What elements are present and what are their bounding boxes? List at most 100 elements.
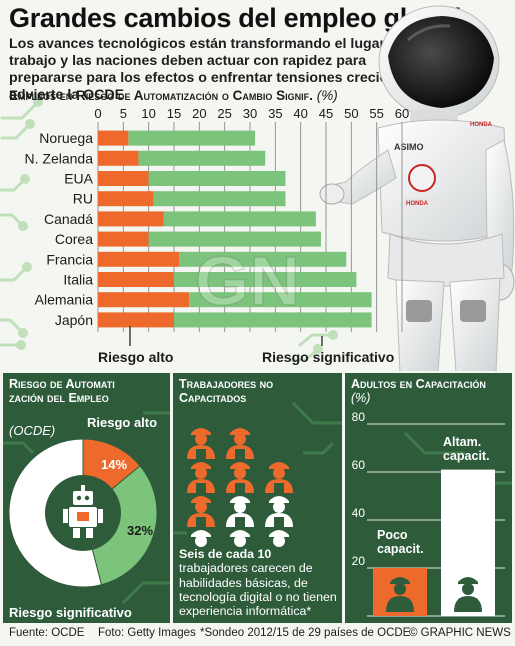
workers-note-text: trabajadores carecen de habilidades bási…	[179, 561, 337, 619]
worker-icon	[265, 496, 293, 527]
x-tick-label: 5	[120, 106, 127, 121]
worker-icon	[269, 530, 289, 547]
robot-chest-label: ASIMO	[394, 142, 424, 152]
worker-icon	[226, 496, 254, 527]
bar-significant-risk	[138, 150, 266, 166]
bar-significant-risk	[148, 231, 321, 247]
robot-brand-shoulder: HONDA	[470, 122, 493, 128]
worker-icon-unskilled	[265, 462, 293, 493]
page-title: Grandes cambios del empleo global	[9, 3, 462, 33]
worker-icon	[230, 530, 250, 547]
chart-heading: Empleos en Riesgo de Automatización o Ca…	[9, 88, 338, 103]
workers-note-bold: Seis de cada 10	[179, 547, 272, 561]
category-label: N. Zelanda	[25, 150, 94, 166]
bar-high-risk	[98, 130, 129, 146]
chart-heading-text: Empleos en Riesgo de Automatización o Ca…	[9, 88, 313, 103]
worker-icon-unskilled	[187, 462, 215, 493]
main-bar-chart: 0 5 10 15 20 25 30 35 40 45 50 55 60 Noruega N. Zelan…	[25, 106, 410, 365]
category-label: EUA	[64, 171, 93, 187]
unskilled-workers-panel: Trabajadores no Capacitados Seis de cada…	[173, 373, 342, 623]
y-tick-label: 80	[352, 410, 366, 424]
y-tick-label: 60	[352, 458, 366, 472]
bar-label-low-2: capacit.	[377, 542, 424, 556]
donut-slice-significant	[82, 465, 158, 586]
bar-high-risk	[98, 211, 164, 227]
x-tick-label: 10	[141, 106, 155, 121]
x-tick-label: 35	[268, 106, 282, 121]
footer-photo: Foto: Getty Images	[98, 627, 196, 639]
adults-title-text: Adultos en Capacitación	[351, 377, 486, 391]
bar-high-risk	[98, 191, 154, 207]
bar-significant-risk	[189, 292, 372, 308]
bar-significant-risk	[153, 191, 286, 207]
circuit-bg-2	[173, 401, 342, 535]
category-label: Japón	[55, 312, 93, 328]
bar-label-high-2: capacit.	[443, 449, 490, 463]
x-tick-label: 45	[319, 106, 333, 121]
donut-sig-label: Riesgo significativo	[9, 605, 132, 620]
workers-icon-grid	[187, 428, 293, 547]
category-label: RU	[73, 191, 93, 207]
chart-heading-unit: (%)	[316, 88, 338, 103]
donut-high-label: Riesgo alto	[87, 415, 157, 430]
category-label: Italia	[63, 272, 93, 288]
category-label: Noruega	[39, 130, 93, 146]
workers-note: Seis de cada 10 trabajadores carecen de …	[179, 547, 339, 618]
bar-label-high-1: Altam.	[443, 435, 481, 449]
bar-high-risk	[98, 251, 180, 267]
donut-title: Riesgo de Automati zación del Empleo	[9, 377, 115, 405]
x-tick-label: 25	[217, 106, 231, 121]
bar-high-risk	[98, 312, 174, 328]
bar-label-low-1: Poco	[377, 528, 408, 542]
category-label: Francia	[46, 251, 93, 267]
footer-source: Fuente: OCDE	[9, 627, 85, 639]
intro-text: Los avances tecnológicos están transform…	[9, 36, 421, 103]
footer-note: *Sondeo 2012/15 de 29 países de OCDE	[200, 627, 411, 639]
automation-risk-panel: Riesgo de Automati zación del Empleo (OC…	[3, 373, 170, 623]
robot-illustration: ASIMO HONDA HONDA	[319, 5, 515, 372]
legend-sig-label: Riesgo significativo	[262, 349, 394, 365]
x-tick-label: 30	[243, 106, 257, 121]
worker-icon	[454, 577, 482, 612]
bar-significant-risk	[174, 312, 372, 328]
bar-significant-risk	[148, 171, 286, 186]
x-tick-label: 55	[369, 106, 383, 121]
adults-training-panel: Adultos en Capacitación (%) 20 40 60 80 Poc…	[345, 373, 512, 623]
y-tick-label: 40	[352, 506, 366, 520]
donut-subtitle: (OCDE)	[9, 423, 56, 438]
category-label: Canadá	[44, 211, 93, 227]
worker-icon	[386, 577, 414, 612]
legend-high-label: Riesgo alto	[98, 349, 173, 365]
x-tick-label: 60	[395, 106, 409, 121]
bar-significant-risk	[128, 130, 256, 146]
category-label: Corea	[55, 231, 93, 247]
footer-credit: © GRAPHIC NEWS	[409, 627, 511, 639]
bottom-panels: Riesgo de Automati zación del Empleo (OC…	[0, 371, 515, 624]
watermark-logo: GN	[194, 241, 301, 321]
bar-high-risk	[98, 171, 149, 186]
donut-chart: Riesgo alto 14% 32% Riesgo significativo	[8, 415, 158, 620]
bar-significant-risk	[163, 211, 316, 227]
robot-brand-chest: HONDA	[406, 201, 429, 207]
worker-icon-unskilled	[226, 428, 254, 459]
worker-icon	[191, 530, 211, 547]
category-label: Alemania	[35, 292, 94, 308]
donut-high-pct: 14%	[101, 457, 127, 472]
y-tick-label: 20	[352, 554, 366, 568]
workers-title: Trabajadores no Capacitados	[179, 377, 274, 405]
bar-high-risk	[98, 231, 149, 247]
worker-icon-unskilled	[226, 462, 254, 493]
x-tick-label: 40	[293, 106, 307, 121]
x-tick-label: 20	[192, 106, 206, 121]
adults-bar-chart: 20 40 60 80 Poco capacit. Altam. capacit.	[352, 410, 505, 617]
x-tick-label: 15	[167, 106, 181, 121]
worker-icon-unskilled	[187, 496, 215, 527]
circuit-bg-1	[3, 411, 170, 605]
bar-high-risk	[98, 292, 190, 308]
x-tick-label: 50	[344, 106, 358, 121]
adults-unit: (%)	[351, 391, 371, 405]
adults-title: Adultos en Capacitación (%)	[351, 377, 501, 405]
bar-significant-risk	[179, 251, 347, 267]
robot-icon	[63, 485, 103, 538]
